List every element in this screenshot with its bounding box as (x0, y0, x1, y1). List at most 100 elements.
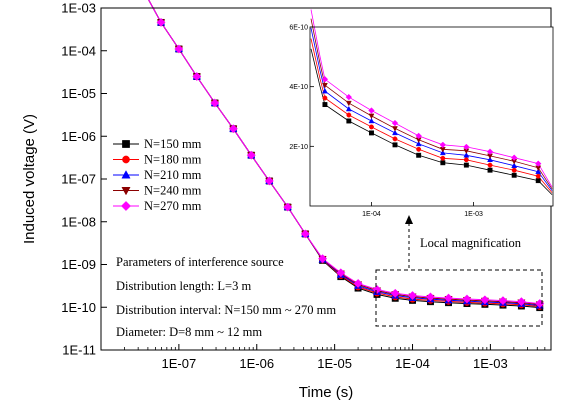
y-axis-title: Induced voltage (V) (21, 114, 38, 244)
magnification-arrow-head (405, 215, 413, 224)
data-point-n270 (264, 176, 274, 186)
y-tick-label: 1E-10 (61, 300, 96, 315)
inset-plot: 1E-04 1E-03 2E-10 4E-10 6E-10 (289, 9, 554, 218)
inset-data-point-n210 (511, 162, 518, 168)
inset-data-point-n180 (322, 95, 328, 101)
inset-data-point-n240 (392, 126, 398, 132)
inset-data-point-n180 (369, 124, 374, 130)
data-point-n270 (390, 288, 400, 298)
inset-data-point-n150 (369, 130, 374, 136)
inset-plot-frame (309, 26, 554, 207)
inset-y-tick-label: 6E-10 (289, 25, 308, 32)
inset-data-point-n150 (346, 118, 352, 124)
inset-data-point-n150 (440, 160, 446, 166)
legend-marker-n180 (122, 155, 130, 164)
inset-data-point-n270 (463, 143, 470, 151)
annotation-box: Parameters of interference source Distri… (116, 255, 336, 339)
main-ticks: 1E-07 1E-06 1E-05 1E-04 1E-03 1E-11 1E-10 1E-09… (61, 1, 552, 371)
inset-data-point-n210 (321, 87, 328, 94)
data-point-n270 (372, 284, 382, 295)
legend: N=150 mm N=180 mmN=210 mm N=240 mmN=270 mm (113, 137, 202, 213)
inset-data-point-n240 (368, 113, 375, 120)
data-point-n270 (425, 292, 435, 302)
inset-data-point-n210 (415, 140, 422, 147)
data-point-n270 (156, 17, 166, 27)
data-point-n270 (498, 296, 508, 306)
inset-data-point-n150 (511, 172, 517, 178)
inset-data-point-n210 (392, 129, 398, 136)
data-point-n270 (516, 297, 526, 307)
data-point-n270 (336, 268, 346, 278)
annotation-distribution-length: Distribution length: L=3 m (116, 279, 251, 293)
data-point-n270 (318, 254, 328, 264)
legend-marker-n270 (120, 200, 132, 212)
magnification-region-box (375, 269, 543, 327)
inset-data-point-n180 (487, 162, 493, 168)
inset-data-point-n210 (345, 105, 352, 112)
inset-data-point-n270 (368, 107, 375, 114)
inset-data-point-n210 (487, 156, 493, 162)
inset-x-tick-label: 1E-04 (362, 211, 381, 218)
data-point-n270 (192, 71, 202, 82)
y-tick-label: 1E-09 (61, 257, 96, 272)
inset-data-point-n150 (463, 162, 469, 168)
inset-y-tick-label: 2E-10 (289, 144, 308, 151)
data-point-n270 (444, 293, 454, 303)
y-tick-label: 1E-06 (61, 129, 96, 144)
data-point-n270 (480, 295, 490, 305)
inset-data-point-n150 (392, 142, 398, 148)
legend-marker-n240 (121, 187, 131, 196)
inset-data-point-n270 (510, 154, 518, 161)
inset-data-point-n210 (439, 149, 446, 156)
legend-label-n240: N=240 mm (144, 184, 202, 198)
data-point-n270 (300, 229, 310, 239)
inset-data-point-n270 (486, 148, 494, 155)
inset-data-point-n270 (345, 93, 353, 101)
inset-data-point-n210 (463, 152, 470, 158)
inset-data-point-n180 (416, 146, 422, 152)
data-point-n270 (210, 98, 220, 108)
inset-y-tick-label: 4E-10 (289, 84, 308, 91)
inset-data-point-n270 (415, 132, 422, 140)
data-point-n270 (283, 202, 293, 212)
data-point-n270 (246, 150, 256, 160)
legend-label-n180: N=180 mm (144, 153, 202, 167)
magnification-label: Local magnification (420, 236, 522, 250)
inset-data-point-n240 (321, 82, 328, 89)
legend-marker-n150 (122, 140, 130, 148)
legend-label-n150: N=150 mm (144, 137, 202, 151)
inset-data-point-n150 (322, 102, 328, 108)
x-tick-label: 1E-06 (239, 356, 274, 371)
inset-data-point-n210 (535, 168, 542, 174)
y-tick-label: 1E-11 (62, 343, 96, 358)
data-point-n270 (408, 291, 418, 301)
y-tick-label: 1E-07 (61, 172, 96, 187)
x-tick-label: 1E-03 (473, 356, 508, 371)
inset-data-point-n240 (345, 100, 352, 107)
inset-data-point-n180 (463, 157, 469, 163)
y-tick-label: 1E-05 (61, 86, 96, 101)
inset-data-point-n180 (511, 167, 517, 173)
data-point-n270 (174, 44, 184, 54)
legend-label-n210: N=210 mm (144, 168, 202, 182)
inset-data-point-n180 (440, 155, 446, 161)
x-tick-label: 1E-05 (317, 356, 352, 371)
inset-data-point-n150 (416, 152, 422, 158)
inset-data-point-n150 (487, 167, 493, 173)
inset-data-point-n270 (439, 141, 447, 149)
inset-data-point-n270 (535, 160, 542, 167)
inset-data-point-n270 (391, 119, 399, 127)
y-tick-label: 1E-04 (61, 43, 96, 58)
data-point-n270 (353, 278, 363, 288)
legend-marker-n210 (121, 170, 131, 179)
data-point-n270 (228, 124, 238, 134)
inset-data-point-n180 (535, 173, 541, 179)
annotation-diameter: Diameter: D=8 mm ~ 12 mm (116, 325, 262, 339)
inset-data-point-n270 (321, 75, 329, 83)
inset-x-tick-label: 1E-03 (464, 211, 483, 218)
x-axis-title: Time (s) (299, 384, 353, 401)
y-tick-label: 1E-08 (61, 214, 96, 229)
x-tick-label: 1E-04 (395, 356, 430, 371)
inset-curves (310, 9, 553, 195)
